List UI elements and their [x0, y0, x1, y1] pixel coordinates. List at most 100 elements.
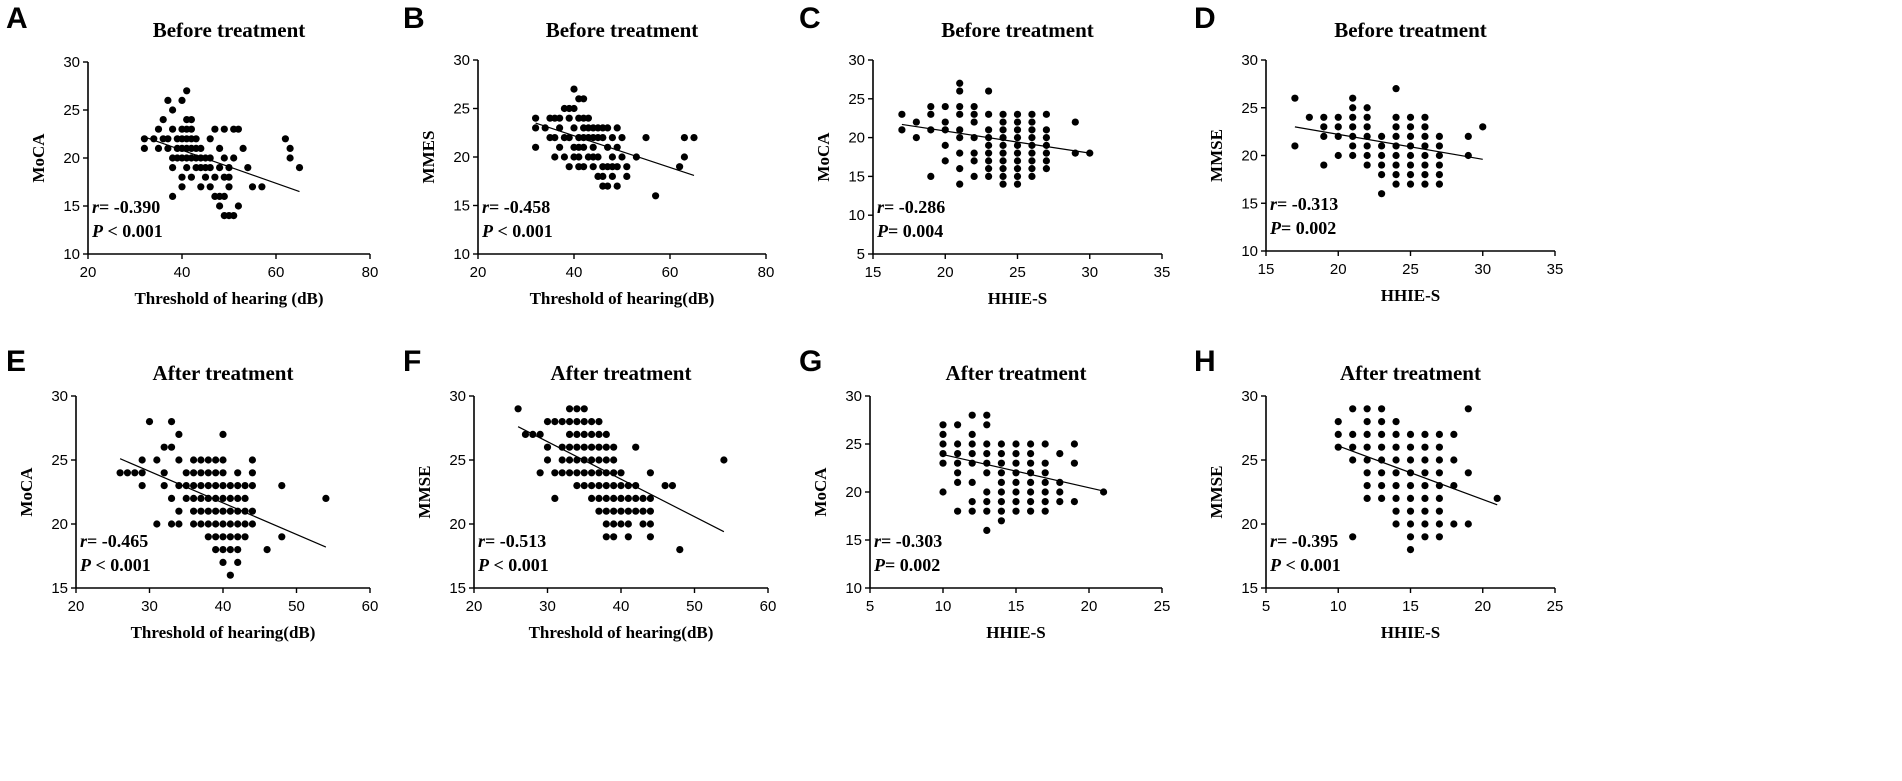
chart-e-x-label: Threshold of hearing(dB) [131, 623, 316, 642]
chart-e-point [190, 469, 198, 477]
chart-d-x-tick-label: 20 [1330, 261, 1347, 278]
chart-e-point [226, 494, 234, 502]
chart-e-point [204, 533, 212, 541]
chart-c-point [927, 110, 935, 118]
chart-g-point [983, 498, 991, 506]
chart-h-point [1406, 520, 1415, 528]
chart-e-point [219, 546, 227, 554]
chart-h-point [1363, 405, 1371, 413]
chart-c-point [956, 110, 964, 118]
chart-a-x-tick-label: 60 [268, 264, 285, 281]
chart-g-point [1070, 498, 1078, 506]
chart-h-point [1392, 520, 1400, 528]
chart-f-point [610, 443, 618, 451]
chart-a-point [187, 116, 195, 124]
chart-d-point [1334, 113, 1342, 121]
chart-e-point [167, 520, 176, 528]
chart-h-point [1392, 456, 1400, 464]
chart-f-point [617, 469, 625, 477]
chart-e-point [190, 520, 198, 528]
chart-g-point [997, 440, 1006, 448]
chart-f-point [565, 456, 574, 464]
chart-d-point [1392, 171, 1400, 179]
chart-c-point [1042, 165, 1050, 173]
chart-f-point [624, 533, 632, 541]
chart-f-point [580, 443, 588, 451]
chart-c-point [956, 102, 964, 111]
chart-g-point [1041, 507, 1049, 515]
chart-h-point [1378, 418, 1386, 426]
chart-d-point [1378, 161, 1386, 169]
chart-g-x-tick-label: 10 [935, 598, 952, 615]
chart-c-point [999, 157, 1007, 165]
chart-e-point [197, 482, 205, 490]
chart-g-y-tick-label: 30 [845, 388, 862, 405]
chart-h-point [1435, 430, 1443, 438]
chart-a-point [206, 164, 214, 172]
chart-b-point [623, 172, 631, 180]
chart-e-point [219, 558, 227, 567]
chart-b-x-tick-label: 20 [470, 264, 487, 281]
chart-e-point [234, 482, 242, 490]
chart-d-point [1406, 180, 1415, 188]
chart-a-point [169, 106, 177, 114]
chart-e-point [234, 546, 242, 554]
chart-c-point [1013, 172, 1022, 180]
chart-d-point [1421, 142, 1429, 150]
chart-d-point [1363, 151, 1371, 160]
chart-e-point [204, 469, 212, 477]
chart-b-point [556, 114, 564, 122]
chart-f-point [595, 494, 603, 502]
chart-c-point [985, 141, 993, 149]
chart-h-point [1349, 405, 1357, 413]
chart-a-x-tick-label: 80 [362, 264, 379, 281]
chart-g-point [1070, 440, 1078, 448]
chart-b-stat-r: r= -0.458 [482, 197, 550, 217]
chart-h-point [1406, 482, 1415, 490]
chart-a-point [206, 183, 214, 191]
chart-h-point [1334, 418, 1342, 426]
chart-h-point [1392, 482, 1400, 490]
chart-d-point [1349, 113, 1357, 121]
chart-f-y-tick-label: 25 [449, 452, 466, 469]
chart-h-trend-line [1338, 445, 1498, 506]
chart-c-point [1013, 126, 1022, 134]
chart-e-point [212, 507, 220, 515]
chart-e-point [248, 507, 256, 515]
chart-e-point [212, 482, 220, 490]
chart-f-point [588, 443, 596, 451]
chart-b-point [599, 172, 607, 180]
chart-c-y-label: MoCA [814, 132, 833, 182]
chart-f-point [588, 482, 596, 490]
chart-d-y-tick-label: 20 [1241, 148, 1258, 165]
chart-f-point [632, 443, 640, 451]
chart-d-point [1334, 151, 1342, 160]
chart-f-point [617, 494, 625, 502]
chart-h-point [1363, 443, 1371, 451]
chart-d-x-tick-label: 25 [1402, 261, 1419, 278]
chart-a-point [216, 202, 224, 210]
chart-e-point [167, 443, 176, 451]
chart-d-point [1406, 113, 1415, 121]
chart-g-y-tick-label: 10 [845, 580, 862, 597]
chart-c-point [1042, 134, 1050, 142]
chart-f-point [602, 507, 610, 515]
chart-e-point [131, 469, 139, 477]
chart-h-point [1435, 456, 1443, 464]
chart-b-point [580, 163, 588, 171]
chart-a-point [183, 87, 191, 95]
chart-h-point [1363, 418, 1371, 426]
chart-f-point [602, 533, 610, 541]
chart-c-point [927, 126, 935, 134]
chart-c-point [1042, 110, 1050, 118]
chart-h-point [1421, 533, 1429, 541]
chart-h-x-tick-label: 5 [1262, 598, 1270, 615]
chart-c-point [941, 102, 949, 111]
chart-f-title: After treatment [551, 361, 692, 385]
chart-e-point [248, 520, 256, 528]
chart-g-point [1056, 498, 1064, 506]
chart-h-y-label: MMSE [1207, 466, 1226, 519]
chart-h-point [1363, 482, 1371, 490]
chart-c-y-tick-label: 10 [848, 207, 865, 224]
